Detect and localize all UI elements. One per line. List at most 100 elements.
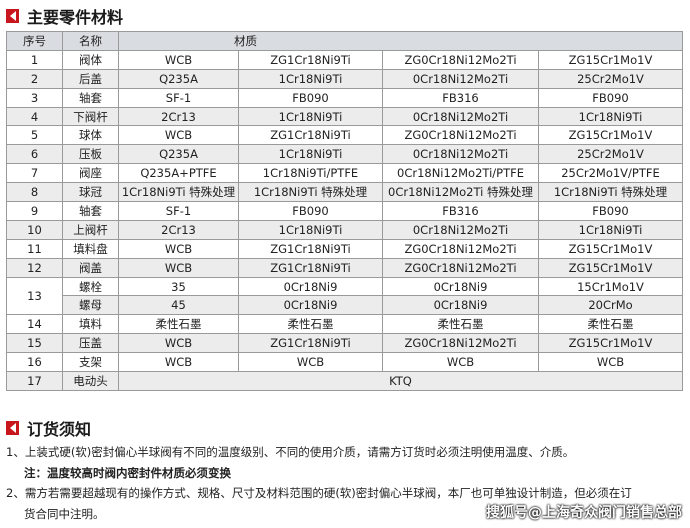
material-cell: WCB xyxy=(382,352,539,373)
part-name: 压盖 xyxy=(62,333,119,354)
material-cell: WCB xyxy=(118,352,239,373)
row-number: 2 xyxy=(6,68,63,89)
material-cell: Q235A+PTFE xyxy=(118,163,239,184)
table-row: 17 电动头 KTQ xyxy=(6,371,683,391)
row-number: 6 xyxy=(6,144,63,165)
material-cell: 45 xyxy=(118,295,239,316)
material-cell: 1Cr18Ni9Ti xyxy=(238,68,383,89)
table-row: 10 上阀杆 2Cr13 1Cr18Ni9Ti 0Cr18Ni12Mo2Ti 1Cr18N… xyxy=(6,219,683,240)
note-1: 1、上装式硬(软)密封偏心半球阀有不同的温度级别、不同的使用介质，请需方订货时必… xyxy=(6,445,575,459)
section-title: 订货须知 xyxy=(27,420,92,439)
part-name: 阀盖 xyxy=(62,257,119,278)
material-cell: 0Cr18Ni9 xyxy=(382,295,539,316)
note-1-remark: 注：温度较高时阀内密封件材质必须变换 xyxy=(24,465,231,480)
material-cell: ZG1Cr18Ni9Ti xyxy=(238,333,383,354)
material-cell: 0Cr18Ni12Mo2Ti 特殊处理 xyxy=(382,182,539,203)
table-row: 13 螺栓 35 0Cr18Ni9 0Cr18Ni9 15Cr1Mo1V xyxy=(6,276,683,316)
material-cell: 1Cr18Ni9Ti xyxy=(238,219,383,240)
watermark: 搜狐号@上海奇众阀门销售总部 xyxy=(486,505,682,521)
material-cell: 1Cr18Ni9Ti 特殊处理 xyxy=(538,182,683,203)
row-number: 5 xyxy=(6,125,63,146)
table-row: 15 压盖 WCB ZG1Cr18Ni9Ti ZG0Cr18Ni12Mo2Ti ZG15C… xyxy=(6,333,683,354)
table-row: 1 阀体 WCB ZG1Cr18Ni9Ti ZG0Cr18Ni12Mo2Ti ZG15Cr… xyxy=(6,49,683,70)
material-cell: ZG15Cr1Mo1V xyxy=(538,125,683,146)
material-cell: SF-1 xyxy=(118,87,239,108)
section-marker-icon xyxy=(6,421,19,435)
material-cell: 1Cr18Ni9Ti/PTFE xyxy=(238,163,383,184)
table-row: 3 轴套 SF-1 FB090 FB316 FB090 xyxy=(6,87,683,108)
material-cell: 1Cr18Ni9Ti xyxy=(538,219,683,240)
row-number: 10 xyxy=(6,219,63,240)
part-name: 电动头 xyxy=(62,371,119,391)
table-row: 9 轴套 SF-1 FB090 FB316 FB090 xyxy=(6,201,683,221)
material-cell: ZG1Cr18Ni9Ti xyxy=(238,49,383,70)
note-2: 2、需方若需要超越现有的操作方式、规格、尺寸及材料范围的硬(软)密封偏心半球阀，… xyxy=(6,486,632,500)
material-cell: Q235A xyxy=(118,144,239,165)
row-number: 1 xyxy=(6,49,63,70)
material-cell: FB090 xyxy=(538,87,683,108)
material-cell: 0Cr18Ni12Mo2Ti xyxy=(382,144,539,165)
material-cell: WCB xyxy=(118,238,239,259)
material-cell: 0Cr18Ni12Mo2Ti xyxy=(382,106,539,127)
material-cell: FB090 xyxy=(238,87,383,108)
material-cell: ZG15Cr1Mo1V xyxy=(538,333,683,354)
header-no: 序号 xyxy=(6,31,63,51)
material-cell: ZG15Cr1Mo1V xyxy=(538,238,683,259)
row-number: 16 xyxy=(6,352,63,373)
material-cell: ZG15Cr1Mo1V xyxy=(538,49,683,70)
header-name: 名称 xyxy=(62,31,119,51)
material-cell: 1Cr18Ni9Ti 特殊处理 xyxy=(238,182,383,203)
table-row: 12 阀盖 WCB ZG1Cr18Ni9Ti ZG0Cr18Ni12Mo2Ti ZG15C… xyxy=(6,257,683,278)
material-cell: FB090 xyxy=(238,201,383,221)
part-name: 支架 xyxy=(62,352,119,373)
material-cell: 25Cr2Mo1V/PTFE xyxy=(538,163,683,184)
table-row: 6 压板 Q235A 1Cr18Ni9Ti 0Cr18Ni12Mo2Ti 25Cr2Mo1… xyxy=(6,144,683,165)
material-cell: 柔性石墨 xyxy=(382,314,539,335)
material-cell: WCB xyxy=(538,352,683,373)
material-cell: 0Cr18Ni12Mo2Ti xyxy=(382,68,539,89)
material-cell: 1Cr18Ni9Ti 特殊处理 xyxy=(118,182,239,203)
part-name: 球体 xyxy=(62,125,119,146)
row-number: 11 xyxy=(6,238,63,259)
row-number: 13 xyxy=(6,276,63,316)
material-cell: FB316 xyxy=(382,201,539,221)
part-name: 填料盘 xyxy=(62,238,119,259)
material-cell: 柔性石墨 xyxy=(118,314,239,335)
table-row: 8 球冠 1Cr18Ni9Ti 特殊处理 1Cr18Ni9Ti 特殊处理 0Cr18Ni… xyxy=(6,182,683,203)
row-number: 14 xyxy=(6,314,63,335)
material-cell: Q235A xyxy=(118,68,239,89)
material-cell: 1Cr18Ni9Ti xyxy=(238,106,383,127)
material-cell: 0Cr18Ni9 xyxy=(238,295,383,316)
material-cell: 25Cr2Mo1V xyxy=(538,68,683,89)
row-number: 3 xyxy=(6,87,63,108)
material-cell: 0Cr18Ni9 xyxy=(382,276,539,297)
section-heading-ordering: 订货须知 xyxy=(6,416,91,440)
part-name: 螺母 xyxy=(62,295,119,316)
material-cell: 1Cr18Ni9Ti xyxy=(538,106,683,127)
row-number: 12 xyxy=(6,257,63,278)
row-number: 17 xyxy=(6,371,63,391)
material-cell: ZG1Cr18Ni9Ti xyxy=(238,125,383,146)
material-cell: ZG0Cr18Ni12Mo2Ti xyxy=(382,49,539,70)
material-cell: 0Cr18Ni9 xyxy=(238,276,383,297)
part-name: 轴套 xyxy=(62,87,119,108)
material-cell: ZG1Cr18Ni9Ti xyxy=(238,238,383,259)
note-2-cont: 货合同中注明。 xyxy=(24,506,105,521)
part-name: 后盖 xyxy=(62,68,119,89)
ordering-notes: 1、上装式硬(软)密封偏心半球阀有不同的温度级别、不同的使用介质，请需方订货时必… xyxy=(6,442,686,524)
material-cell: WCB xyxy=(118,333,239,354)
row-number: 7 xyxy=(6,163,63,184)
table-row: 2 后盖 Q235A 1Cr18Ni9Ti 0Cr18Ni12Mo2Ti 25Cr2Mo1… xyxy=(6,68,683,89)
table-row: 14 填料 柔性石墨 柔性石墨 柔性石墨 柔性石墨 xyxy=(6,314,683,335)
material-cell: KTQ xyxy=(118,371,683,391)
material-cell: FB316 xyxy=(382,87,539,108)
part-name: 球冠 xyxy=(62,182,119,203)
part-name: 阀座 xyxy=(62,163,119,184)
table-row: 7 阀座 Q235A+PTFE 1Cr18Ni9Ti/PTFE 0Cr18Ni12Mo2… xyxy=(6,163,683,184)
material-cell: 柔性石墨 xyxy=(538,314,683,335)
part-name: 下阀杆 xyxy=(62,106,119,127)
material-cell: WCB xyxy=(118,125,239,146)
part-name: 压板 xyxy=(62,144,119,165)
material-cell: 2Cr13 xyxy=(118,219,239,240)
part-name: 阀体 xyxy=(62,49,119,70)
